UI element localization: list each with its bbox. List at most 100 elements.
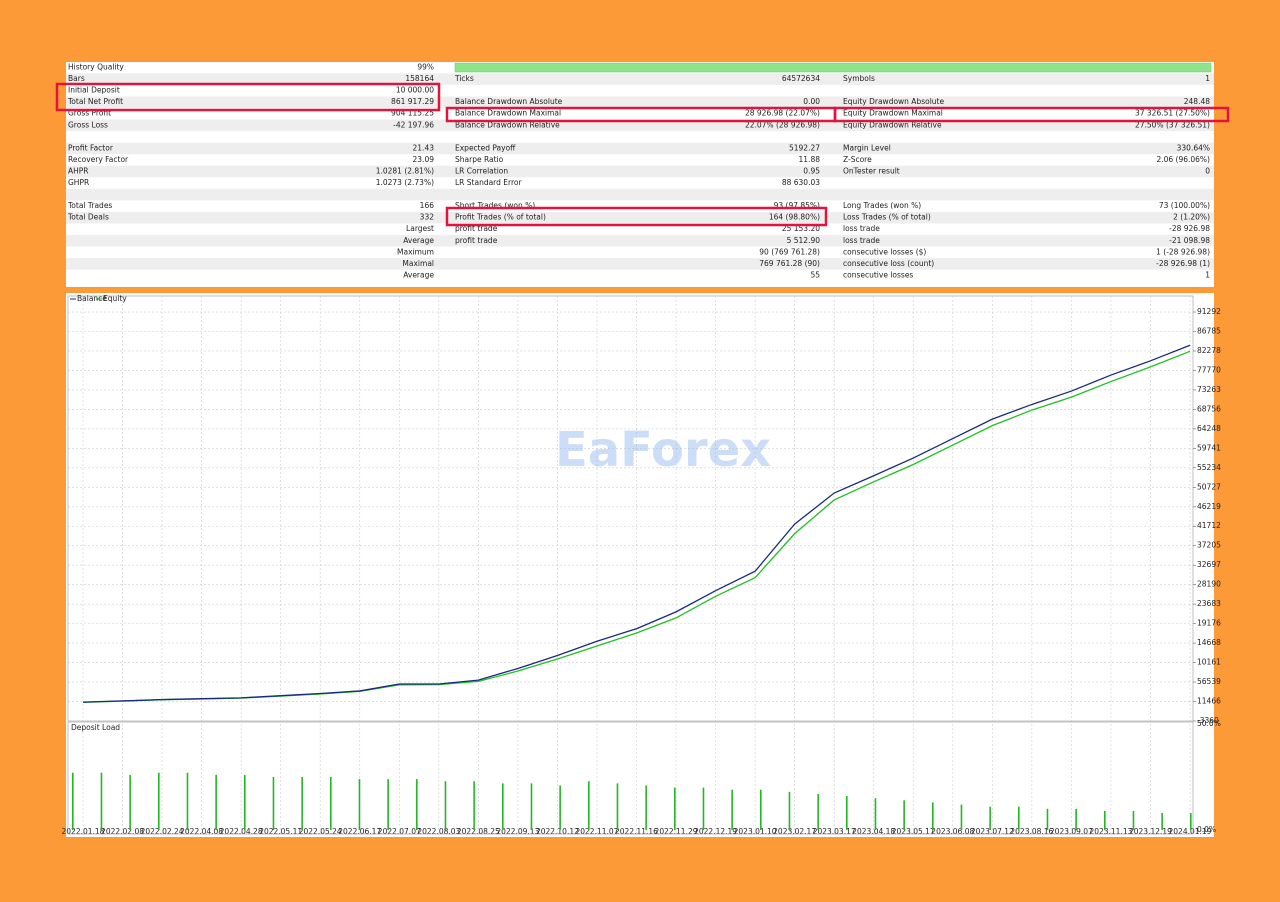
x-tick-label: 2023.02.17: [773, 827, 816, 836]
y-tick-label: 82278: [1197, 346, 1221, 355]
stat-value: 332: [420, 213, 435, 222]
highlight: [55, 82, 441, 112]
row-shade: [66, 73, 1214, 85]
bar: [473, 781, 475, 830]
bar: [1104, 810, 1106, 830]
stat-label: Expected Payoff: [455, 143, 516, 152]
stat-label: Bars: [68, 74, 85, 83]
stat-value: 28 926.98 (22.07%): [745, 109, 820, 118]
bar: [1046, 808, 1049, 830]
stat-label: LR Correlation: [455, 166, 508, 175]
bar: [387, 779, 389, 830]
y-tick-label: 46219: [1197, 502, 1221, 511]
stat-label: consecutive losses: [843, 270, 913, 279]
stat-label: Largest: [406, 224, 434, 233]
stat-value: -28 926.98: [1169, 224, 1210, 233]
bar: [530, 783, 533, 830]
bar: [989, 806, 991, 830]
bar: [674, 787, 676, 830]
stat-label: Total Net Profit: [67, 97, 123, 106]
bar: [559, 785, 561, 830]
x-tick-label: 2022.05.24: [299, 827, 342, 836]
bar: [903, 800, 905, 830]
stat-value: 330.64%: [1177, 143, 1210, 152]
stat-label: loss trade: [843, 236, 880, 245]
stat-value: 88 630.03: [782, 178, 820, 187]
stat-value: 64572634: [782, 74, 820, 83]
stat-label: Equity Drawdown Maximal: [843, 109, 943, 118]
stat-label: Long Trades (won %): [843, 201, 921, 210]
x-tick-label: 2024.01.19: [1169, 827, 1212, 836]
x-tick-label: 2023.03.17: [813, 827, 856, 836]
stat-value: -21 098.98: [1169, 236, 1210, 245]
x-tick-label: 2022.11.29: [655, 827, 698, 836]
stat-label: OnTester result: [843, 166, 900, 175]
row-shade: [66, 165, 1214, 178]
y-tick-label: 32697: [1197, 560, 1221, 569]
stat-value: 5192.27: [789, 143, 820, 152]
x-tick-label: 2023.06.08: [931, 827, 974, 836]
x-tick-label: 2023.01.10: [734, 827, 777, 836]
stat-value: 158164: [405, 74, 434, 83]
stat-value: 11.88: [799, 155, 821, 164]
bar: [588, 781, 590, 830]
stat-value: 1: [1205, 270, 1210, 279]
bar: [874, 798, 877, 830]
bar: [244, 774, 246, 830]
stat-value: 55: [810, 270, 820, 279]
stat-value: 904 115.25: [391, 109, 434, 118]
x-tick-label: 2022.01.18: [62, 827, 105, 836]
y-tick-label: 64248: [1197, 424, 1221, 433]
bar: [502, 783, 504, 830]
stat-label: Maximum: [397, 247, 434, 256]
stat-label: LR Standard Error: [455, 178, 522, 187]
stat-label: Margin Level: [843, 143, 891, 152]
y-tick-label: 41712: [1197, 521, 1221, 530]
chart-title: Deposit Load: [71, 723, 120, 732]
stat-value: 37 326.51 (27.50%): [1135, 109, 1210, 118]
stat-label: Total Trades: [67, 201, 112, 210]
stat-label: Average: [403, 236, 434, 245]
x-tick-label: 2023.12.19: [1129, 827, 1172, 836]
stat-value: 2.06 (96.06%): [1156, 155, 1210, 164]
bar: [1161, 813, 1163, 830]
stat-label: Symbols: [843, 74, 875, 83]
row-shade: [66, 211, 1214, 224]
x-tick-label: 2022.08.03: [417, 827, 460, 836]
bar: [1190, 813, 1192, 830]
row-shade: [66, 188, 1214, 201]
y-tick-label: 50727: [1197, 482, 1221, 491]
stat-value: 23.09: [413, 155, 435, 164]
stats-table: History Quality 99% Bars 158164 Ticks 6457263…: [66, 63, 1214, 279]
y-tick-label: 55234: [1197, 463, 1221, 472]
stat-value: 1.0273 (2.73%): [376, 178, 434, 187]
y-tick-label: 56539: [1197, 677, 1221, 686]
x-tick-label: 2022.04.08: [180, 827, 223, 836]
stat-label: AHPR: [68, 166, 89, 175]
stat-value: 22.07% (28 926.98): [745, 120, 820, 129]
bar: [158, 772, 160, 830]
legend-label: Balance: [77, 294, 107, 303]
x-tick-label: 2022.07.07: [378, 827, 421, 836]
y-tick-label: -3360: [1197, 716, 1219, 725]
watermark: EaForex: [555, 422, 771, 478]
row-shade: [66, 119, 1214, 132]
stat-label: Balance Drawdown Relative: [455, 120, 560, 129]
stat-value: 166: [420, 201, 435, 210]
bar: [301, 777, 303, 830]
y-tick-label: 73263: [1197, 385, 1221, 394]
stat-value: 27.50% (37 326.51): [1135, 120, 1210, 129]
bar: [1132, 810, 1135, 830]
legend-label: Equity: [103, 294, 127, 303]
quality-bar: [454, 62, 1212, 73]
stat-label: Sharpe Ratio: [455, 155, 504, 164]
x-tick-label: 2022.02.08: [101, 827, 144, 836]
stat-value: 0: [1205, 166, 1210, 175]
stat-label: profit trade: [455, 224, 498, 233]
y-tick-label: 68756: [1197, 404, 1221, 413]
stat-value: 2 (1.20%): [1173, 213, 1210, 222]
stat-label: Initial Deposit: [68, 86, 120, 95]
y-tick-label: 19176: [1197, 619, 1221, 628]
stat-label: Short Trades (won %): [455, 201, 535, 210]
